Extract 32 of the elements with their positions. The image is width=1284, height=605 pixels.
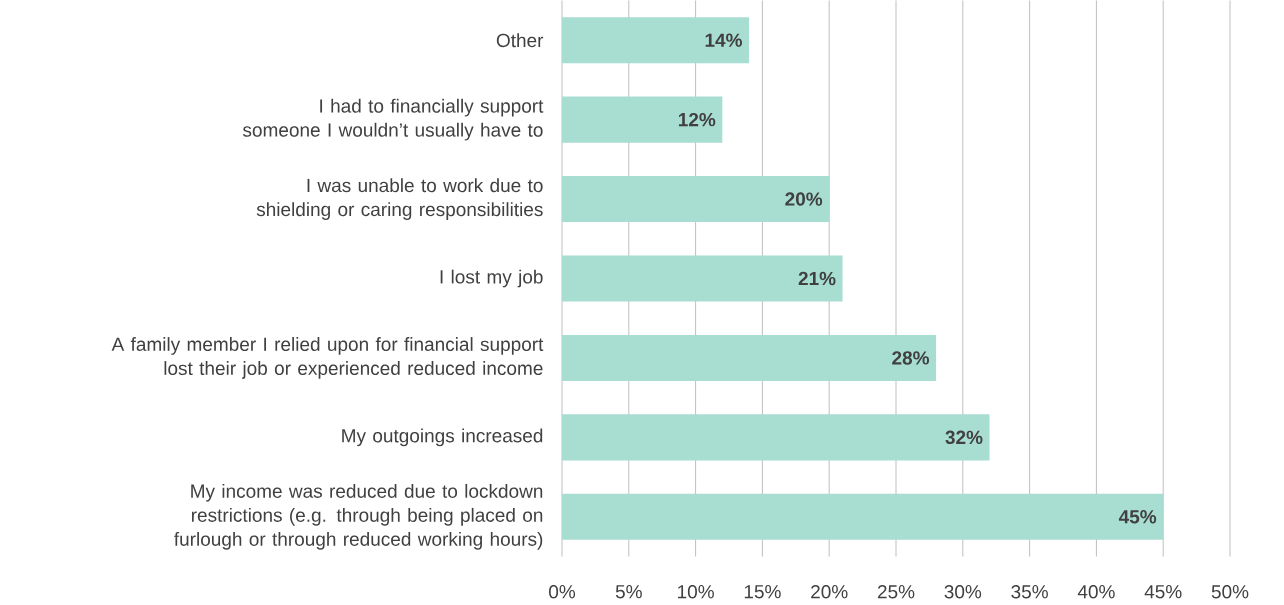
x-tick-label: 15% — [744, 584, 781, 599]
y-tick-label: I was unable to work due to shielding or caring responsibilities — [256, 177, 543, 220]
x-tick-label: 10% — [678, 584, 714, 599]
y-tick-label: I had to financially support someone I wouldn’t usually have to — [242, 98, 544, 141]
bar — [562, 493, 1164, 540]
bar — [562, 334, 937, 381]
x-tick-label: 0% — [549, 584, 576, 599]
bar — [562, 175, 830, 222]
x-tick-label: 20% — [811, 584, 848, 599]
x-tick-label: 25% — [877, 584, 915, 599]
data-label: 21% — [798, 271, 836, 285]
data-label: 28% — [892, 350, 930, 365]
data-label: 32% — [945, 430, 983, 444]
bar — [562, 96, 723, 143]
bar — [562, 16, 750, 64]
y-tick-label: Other — [496, 33, 544, 47]
y-tick-label: A family member I relied upon for financial support lost their job or experienced reduced income — [111, 336, 544, 379]
data-label: 45% — [1118, 509, 1157, 524]
bar — [562, 414, 990, 461]
data-label: 14% — [705, 33, 742, 47]
y-tick-label: I lost my job — [440, 269, 543, 288]
x-tick-label: 40% — [1077, 584, 1115, 599]
bar — [562, 255, 843, 302]
y-tick-label: My outgoings increased — [342, 428, 543, 446]
data-label: 20% — [785, 192, 823, 206]
y-tick-label: My income was reduced due to lockdown restrictions (e.g. through being placed on furlough or through reduced working hours) — [174, 483, 543, 550]
x-tick-label: 50% — [1211, 584, 1249, 599]
x-tick-label: 5% — [615, 584, 642, 599]
x-tick-label: 35% — [1011, 584, 1048, 599]
x-tick-label: 45% — [1144, 584, 1182, 599]
data-label: 12% — [678, 112, 716, 127]
x-tick-label: 30% — [944, 584, 982, 599]
